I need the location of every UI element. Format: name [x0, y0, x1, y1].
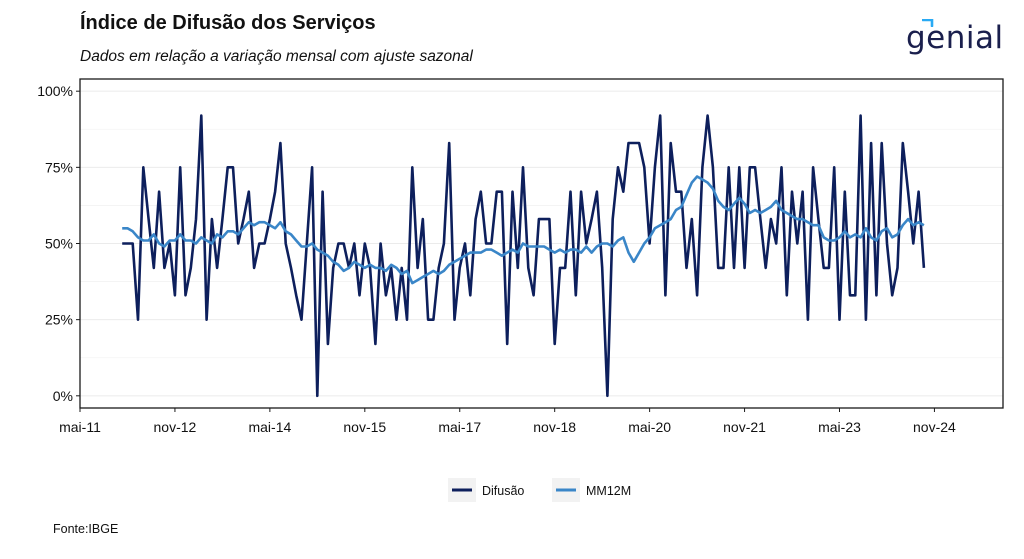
- logo-accent-icon: [922, 19, 934, 27]
- chart-title: Índice de Difusão dos Serviços: [80, 12, 376, 34]
- x-tick-label: mai-11: [59, 419, 101, 435]
- legend-label: Difusão: [482, 484, 524, 498]
- x-tick-label: nov-18: [533, 419, 576, 435]
- x-tick-label: mai-23: [818, 419, 861, 435]
- x-tick-label: nov-12: [154, 419, 197, 435]
- x-tick-label: nov-21: [723, 419, 766, 435]
- y-tick-label: 75%: [45, 159, 73, 175]
- x-tick-label: mai-14: [248, 419, 291, 435]
- x-tick-label: mai-20: [628, 419, 671, 435]
- series-line-mm12m: [122, 175, 925, 285]
- y-tick-label: 100%: [37, 83, 73, 99]
- y-tick-label: 25%: [45, 312, 73, 328]
- chart-subtitle: Dados em relação a variação mensal com a…: [80, 48, 473, 65]
- x-tick-label: mai-17: [438, 419, 481, 435]
- genial-logo: genial: [906, 20, 1004, 56]
- y-tick-label: 0%: [53, 388, 73, 404]
- source-note: Fonte:IBGE: [53, 522, 119, 536]
- x-tick-label: nov-24: [913, 419, 956, 435]
- legend-label: MM12M: [586, 484, 631, 498]
- series-line-difusao: [122, 114, 926, 398]
- x-tick-label: nov-15: [343, 419, 386, 435]
- y-tick-label: 50%: [45, 236, 73, 252]
